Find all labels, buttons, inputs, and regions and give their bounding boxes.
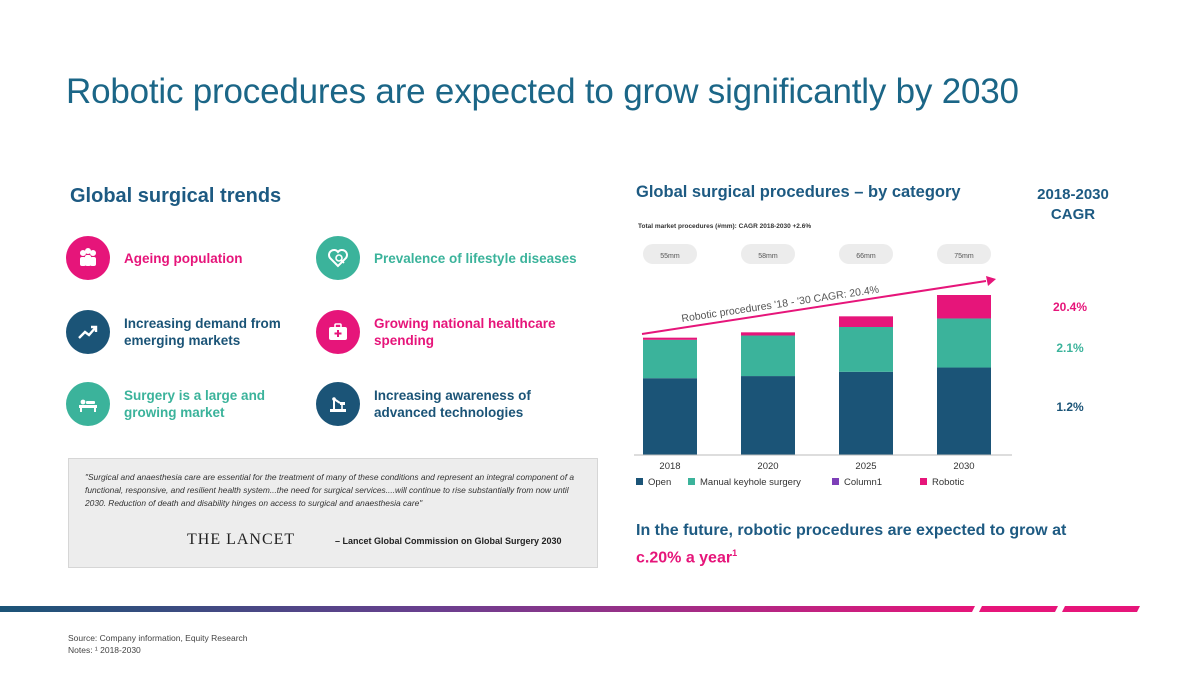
legend-label: Robotic (932, 477, 964, 488)
page-title: Robotic procedures are expected to grow … (66, 72, 1019, 111)
trends-heading: Global surgical trends (70, 185, 282, 207)
bar-open (643, 378, 697, 455)
cagr-heading: 2018-2030 CAGR (1037, 186, 1109, 223)
trend-item-emerging: Increasing demand from emerging markets (66, 310, 306, 354)
trend-item-spending: Growing national healthcare spending (316, 310, 556, 354)
cagr-keyhole-value: 2.1% (1056, 341, 1084, 355)
future-text: In the future, robotic procedures are ex… (636, 522, 1067, 539)
bar-manual-keyhole-surgery (839, 327, 893, 372)
heart-search-icon (316, 236, 360, 280)
total-label: 75mm (954, 253, 974, 260)
bar-open (741, 376, 795, 455)
trend-item-surgery-market: Surgery is a large and growing market (66, 382, 306, 426)
bar-open (839, 371, 893, 455)
medical-bag-icon (316, 310, 360, 354)
lancet-logo: THE LANCET (187, 531, 296, 548)
trend-label: Prevalence of lifestyle diseases (374, 250, 577, 266)
x-tick-label: 2020 (757, 461, 778, 472)
future-statement: In the future, robotic procedures are ex… (636, 520, 1136, 569)
legend-swatch (832, 478, 839, 485)
bar-robotic (839, 316, 893, 327)
total-label: 66mm (856, 253, 876, 260)
bar-manual-keyhole-surgery (643, 339, 697, 379)
total-pill (643, 244, 697, 264)
bar-manual-keyhole-surgery (741, 335, 795, 377)
future-footnote: 1 (732, 548, 738, 558)
lancet-quote-box: "Surgical and anaesthesia care are essen… (68, 458, 598, 568)
trend-item-lifestyle: Prevalence of lifestyle diseases (316, 236, 596, 280)
source-text: Source: Company information, Equity Rese… (68, 633, 248, 643)
total-label: 55mm (660, 253, 680, 260)
legend-swatch (636, 478, 643, 485)
trend-label: Growing national healthcare spending (374, 316, 556, 348)
notes-text: Notes: ¹ 2018-2030 (68, 645, 141, 655)
bottom-gradient-bar (0, 606, 1140, 612)
legend-label: Open (648, 477, 671, 488)
trend-up-icon (66, 310, 110, 354)
total-pill (839, 244, 893, 264)
trend-label: Increasing demand from emerging markets (124, 316, 281, 348)
total-label: 58mm (758, 253, 778, 260)
trend-label: Surgery is a large and growing market (124, 388, 266, 420)
footer-notes: Source: Company information, Equity Rese… (68, 632, 248, 656)
legend-swatch (688, 478, 695, 485)
bar-manual-keyhole-surgery (937, 318, 991, 368)
bar-open (937, 367, 991, 455)
legend-swatch (920, 478, 927, 485)
cagr-robotic-value: 20.4% (1052, 300, 1088, 314)
chart-title: Global surgical procedures – by category (636, 183, 961, 201)
trend-label: Increasing awareness of advanced technol… (374, 388, 531, 420)
legend-label: Manual keyhole surgery (700, 477, 801, 488)
growth-arrow-head (986, 276, 996, 286)
legend-label: Column1 (844, 477, 882, 488)
trend-item-ageing: Ageing population (66, 236, 306, 280)
x-tick-label: 2018 (659, 461, 680, 472)
total-pill (741, 244, 795, 264)
robot-arm-icon (316, 382, 360, 426)
total-pill (937, 244, 991, 264)
growth-arrow-line (641, 280, 987, 335)
procedures-chart: 55mm 58mm 66mm 75mm 2018 2020 2025 2030 Open Manu… (634, 244, 1012, 488)
quote-attribution: – Lancet Global Commission on Global Sur… (335, 536, 562, 546)
x-tick-label: 2030 (953, 461, 974, 472)
trend-label: Ageing population (124, 250, 243, 266)
people-icon (66, 236, 110, 280)
cagr-open-value: 1.2% (1056, 400, 1084, 414)
bar-robotic (741, 332, 795, 336)
bar-robotic (643, 337, 697, 340)
future-highlight: c.20% a year (636, 549, 733, 567)
surgery-bed-icon (66, 382, 110, 426)
x-tick-label: 2025 (855, 461, 876, 472)
chart-subtitle: Total market procedures (#mm): CAGR 2018… (638, 223, 812, 230)
trend-item-technologies: Increasing awareness of advanced technol… (316, 382, 556, 426)
quote-text: "Surgical and anaesthesia care are essen… (85, 472, 575, 508)
bar-robotic (937, 295, 991, 319)
